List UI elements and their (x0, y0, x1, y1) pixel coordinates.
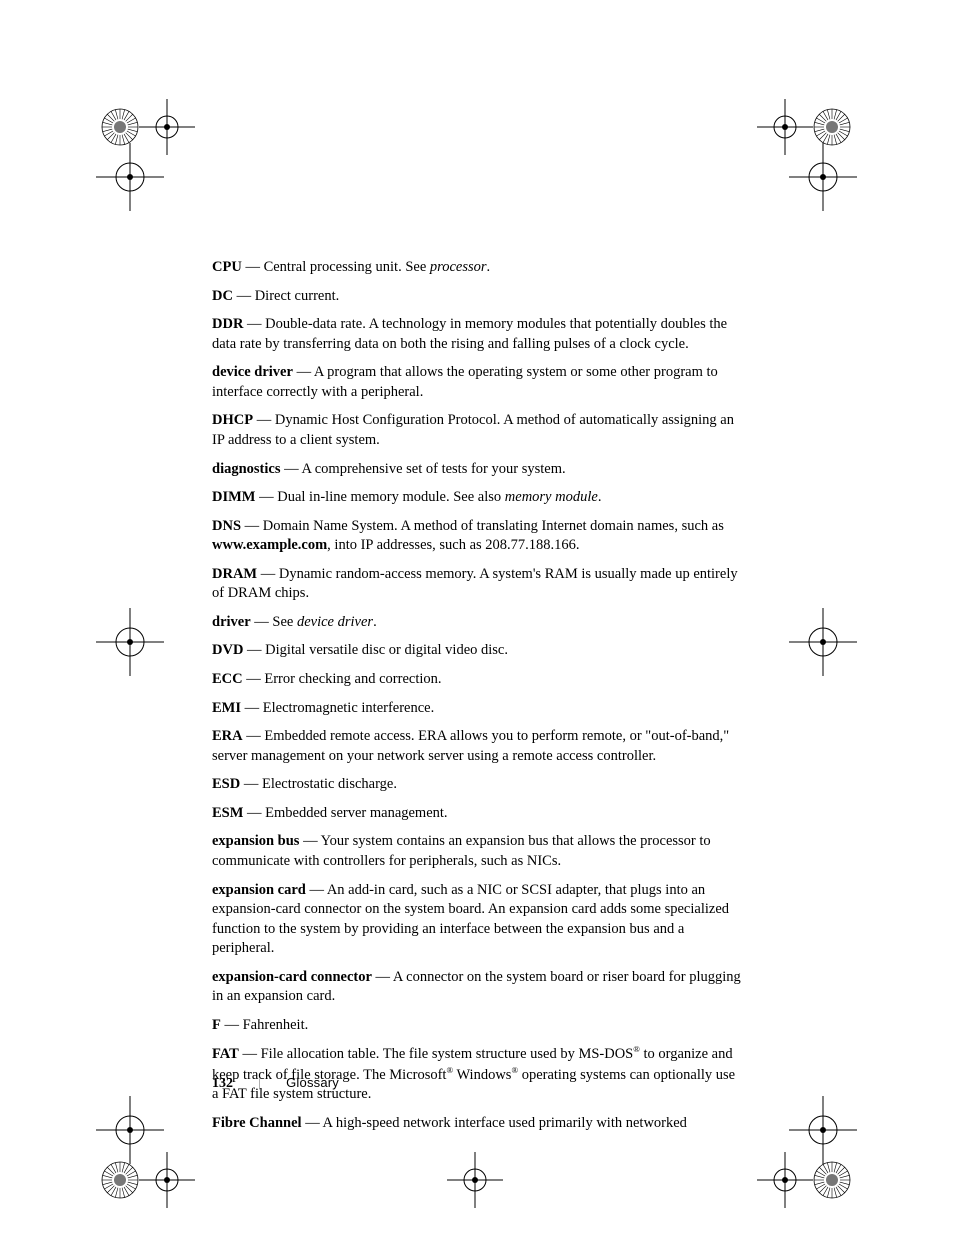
registration-mark-icon (440, 1145, 510, 1215)
glossary-entry: expansion card — An add-in card, such as… (212, 881, 742, 959)
glossary-definition-pre: — Dual in-line memory module. See also (256, 489, 505, 505)
glossary-term: ESM (212, 805, 243, 821)
glossary-term: DRAM (212, 566, 257, 582)
glossary-term: DDR (212, 316, 243, 332)
glossary-entry: Fibre Channel — A high-speed network int… (212, 1114, 742, 1134)
registration-mark-icon (797, 1145, 867, 1215)
glossary-definition-post: , into IP addresses, such as 208.77.188.… (327, 537, 579, 553)
registration-mark-icon (85, 92, 155, 162)
glossary-definition: — Electromagnetic interference. (241, 700, 434, 716)
registration-mark-icon (85, 1145, 155, 1215)
glossary-entry: DIMM — Dual in-line memory module. See a… (212, 488, 742, 508)
registration-mark-icon (750, 1145, 820, 1215)
glossary-definition: — Embedded server management. (243, 805, 447, 821)
glossary-entry: DVD — Digital versatile disc or digital … (212, 641, 742, 661)
glossary-term: F (212, 1017, 221, 1033)
glossary-definition-post: . (598, 489, 602, 505)
registration-mark-icon (95, 607, 165, 677)
glossary-definition: — Electrostatic discharge. (240, 776, 397, 792)
glossary-entry: EMI — Electromagnetic interference. (212, 699, 742, 719)
glossary-term: FAT (212, 1046, 239, 1062)
registration-mark-icon (95, 142, 165, 212)
glossary-definition: — A comprehensive set of tests for your … (281, 461, 566, 477)
glossary-term: expansion card (212, 882, 306, 898)
glossary-entry: expansion-card connector — A connector o… (212, 968, 742, 1007)
glossary-term: device driver (212, 364, 293, 380)
page-footer: 132 | Glossary (212, 1075, 742, 1092)
glossary-definition: — Digital versatile disc or digital vide… (243, 642, 508, 658)
registration-mark-icon (788, 1095, 858, 1165)
glossary-term: DIMM (212, 489, 256, 505)
glossary-term: CPU (212, 259, 242, 275)
glossary-entry: ERA — Embedded remote access. ERA allows… (212, 727, 742, 766)
registration-mark-icon (95, 1095, 165, 1165)
glossary-definition: — Fahrenheit. (221, 1017, 308, 1033)
glossary-definition-post: . (487, 259, 491, 275)
glossary-term: driver (212, 614, 251, 630)
glossary-term: expansion bus (212, 833, 299, 849)
glossary-crossref: memory module (505, 489, 598, 505)
glossary-entry: DDR — Double-data rate. A technology in … (212, 315, 742, 354)
glossary-entry: DC — Direct current. (212, 287, 742, 307)
glossary-entry: DRAM — Dynamic random-access memory. A s… (212, 565, 742, 604)
registration-mark-icon (788, 607, 858, 677)
glossary-term: ERA (212, 728, 243, 744)
glossary-definition: — Error checking and correction. (243, 671, 442, 687)
registration-mark-icon (797, 92, 867, 162)
footer-section-title: Glossary (286, 1075, 339, 1090)
glossary-term: DNS (212, 518, 241, 534)
footer-separator: | (258, 1075, 261, 1090)
glossary-definition-post: . (373, 614, 377, 630)
glossary-entries: CPU — Central processing unit. See proce… (212, 258, 742, 1142)
glossary-term: DHCP (212, 412, 253, 428)
glossary-definition-pre: — Domain Name System. A method of transl… (241, 518, 724, 534)
glossary-definition-pre: — Central processing unit. See (242, 259, 430, 275)
glossary-entry: F — Fahrenheit. (212, 1016, 742, 1036)
glossary-term: ESD (212, 776, 240, 792)
glossary-entry: diagnostics — A comprehensive set of tes… (212, 460, 742, 480)
glossary-definition-pre: — See (251, 614, 297, 630)
glossary-entry: ESD — Electrostatic discharge. (212, 775, 742, 795)
glossary-definition: — Dynamic Host Configuration Protocol. A… (212, 412, 734, 448)
glossary-entry: driver — See device driver. (212, 613, 742, 633)
glossary-term: ECC (212, 671, 243, 687)
glossary-definition: — Direct current. (233, 288, 339, 304)
glossary-entry: ESM — Embedded server management. (212, 804, 742, 824)
registration-mark-icon (750, 92, 820, 162)
glossary-definition: — Double-data rate. A technology in memo… (212, 316, 727, 352)
glossary-term: EMI (212, 700, 241, 716)
registration-mark-icon (132, 92, 202, 162)
glossary-entry: ECC — Error checking and correction. (212, 670, 742, 690)
glossary-term: Fibre Channel (212, 1115, 302, 1131)
glossary-entry: DHCP — Dynamic Host Configuration Protoc… (212, 411, 742, 450)
registration-mark-icon (132, 1145, 202, 1215)
glossary-term: expansion-card connector (212, 969, 372, 985)
glossary-term: DVD (212, 642, 243, 658)
glossary-entry: DNS — Domain Name System. A method of tr… (212, 517, 742, 556)
glossary-crossref: processor (430, 259, 487, 275)
registration-mark-icon (788, 142, 858, 212)
glossary-entry: expansion bus — Your system contains an … (212, 832, 742, 871)
page-number: 132 (212, 1076, 233, 1091)
glossary-definition: — Embedded remote access. ERA allows you… (212, 728, 729, 764)
glossary-inline-bold: www.example.com (212, 537, 327, 553)
glossary-entry: device driver — A program that allows th… (212, 363, 742, 402)
glossary-definition: — Dynamic random-access memory. A system… (212, 566, 738, 602)
glossary-definition: — A high-speed network interface used pr… (302, 1115, 687, 1131)
glossary-crossref: device driver (297, 614, 373, 630)
glossary-entry: CPU — Central processing unit. See proce… (212, 258, 742, 278)
glossary-term: diagnostics (212, 461, 281, 477)
glossary-term: DC (212, 288, 233, 304)
